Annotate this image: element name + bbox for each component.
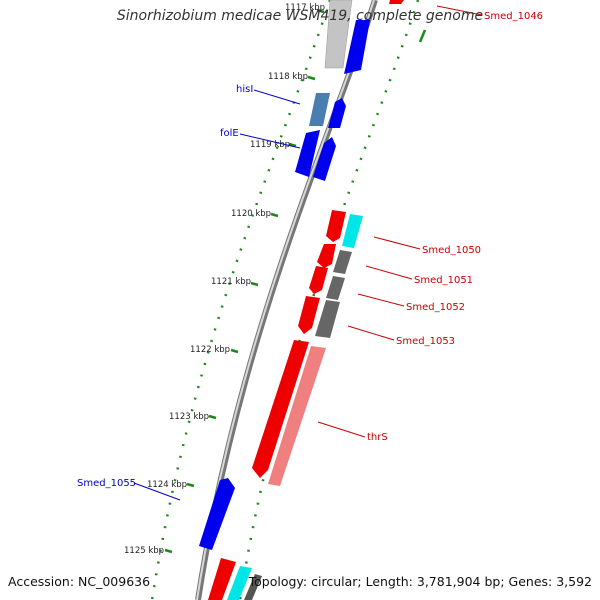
tick-label-1123: 1123 kbp bbox=[169, 412, 209, 422]
tick-label-1120: 1120 kbp bbox=[231, 209, 271, 219]
leader-hisI bbox=[253, 89, 301, 105]
label-Smed_1051[interactable]: Smed_1051 bbox=[414, 275, 473, 286]
gene-red-bottom-1[interactable] bbox=[208, 558, 236, 600]
leader-Smed_1050 bbox=[373, 236, 421, 250]
gene-Smed_1055[interactable] bbox=[199, 478, 235, 550]
label-folE[interactable]: folE bbox=[220, 128, 239, 139]
gene-red-1053[interactable] bbox=[298, 296, 320, 334]
label-Smed_1050[interactable]: Smed_1050 bbox=[422, 245, 481, 256]
gene-red-1050[interactable] bbox=[326, 210, 346, 242]
leader-Smed_1055 bbox=[133, 482, 181, 501]
accession-text: Accession: NC_009636 bbox=[8, 574, 151, 589]
gene-red-large[interactable] bbox=[252, 340, 309, 478]
label-Smed_1052[interactable]: Smed_1052 bbox=[406, 302, 465, 313]
gene-red-1051[interactable] bbox=[317, 244, 336, 268]
gene-silver-top[interactable] bbox=[324, 0, 353, 69]
major-ticks bbox=[164, 8, 325, 554]
tick-label-1119: 1119 kbp bbox=[250, 140, 290, 150]
map-title: Sinorhizobium medicae WSM419, complete g… bbox=[116, 8, 484, 24]
leader-Smed_1053 bbox=[347, 325, 395, 341]
gene-folE-2[interactable] bbox=[313, 137, 336, 181]
gene-red-1052[interactable] bbox=[309, 266, 328, 294]
gene-red-smed1046[interactable] bbox=[389, 0, 404, 4]
gene-blue-after-hisI[interactable] bbox=[328, 98, 346, 128]
gene-gray-1053[interactable] bbox=[315, 300, 340, 338]
tick-label-1125: 1125 kbp bbox=[124, 546, 164, 556]
tick-label-1122: 1122 kbp bbox=[190, 345, 230, 355]
label-Smed_1053[interactable]: Smed_1053 bbox=[396, 336, 455, 347]
gene-folE-1[interactable] bbox=[295, 130, 320, 177]
genome-summary-text: Topology: circular; Length: 3,781,904 bp… bbox=[248, 574, 592, 589]
gene-cyan-bottom[interactable] bbox=[227, 566, 252, 600]
gene-blue-top[interactable] bbox=[344, 20, 370, 74]
gene-gray-1052[interactable] bbox=[326, 276, 345, 300]
leader-folE bbox=[239, 133, 301, 149]
label-thrS[interactable]: thrS bbox=[367, 432, 388, 443]
leader-thrS bbox=[317, 421, 366, 438]
label-Smed_1046[interactable]: Smed_1046 bbox=[484, 11, 543, 22]
right-ruler-dashes bbox=[418, 29, 427, 43]
tick-label-1124: 1124 kbp bbox=[147, 480, 187, 490]
leader-Smed_1046 bbox=[436, 5, 483, 16]
gene-gray-1051[interactable] bbox=[333, 250, 352, 274]
tick-label-1118: 1118 kbp bbox=[268, 72, 308, 82]
gene-cyan-1050[interactable] bbox=[342, 214, 363, 248]
label-hisI[interactable]: hisI bbox=[236, 84, 253, 95]
gene-gray-bottom[interactable] bbox=[244, 574, 262, 600]
tick-label-1117: 1117 kbp bbox=[285, 3, 325, 13]
leader-Smed_1052 bbox=[357, 293, 405, 307]
tick-label-1121: 1121 kbp bbox=[211, 277, 251, 287]
gene-hisI[interactable] bbox=[309, 93, 330, 126]
gene-thrS[interactable] bbox=[268, 346, 326, 486]
leader-Smed_1051 bbox=[365, 265, 413, 280]
label-Smed_1055[interactable]: Smed_1055 bbox=[77, 478, 136, 489]
